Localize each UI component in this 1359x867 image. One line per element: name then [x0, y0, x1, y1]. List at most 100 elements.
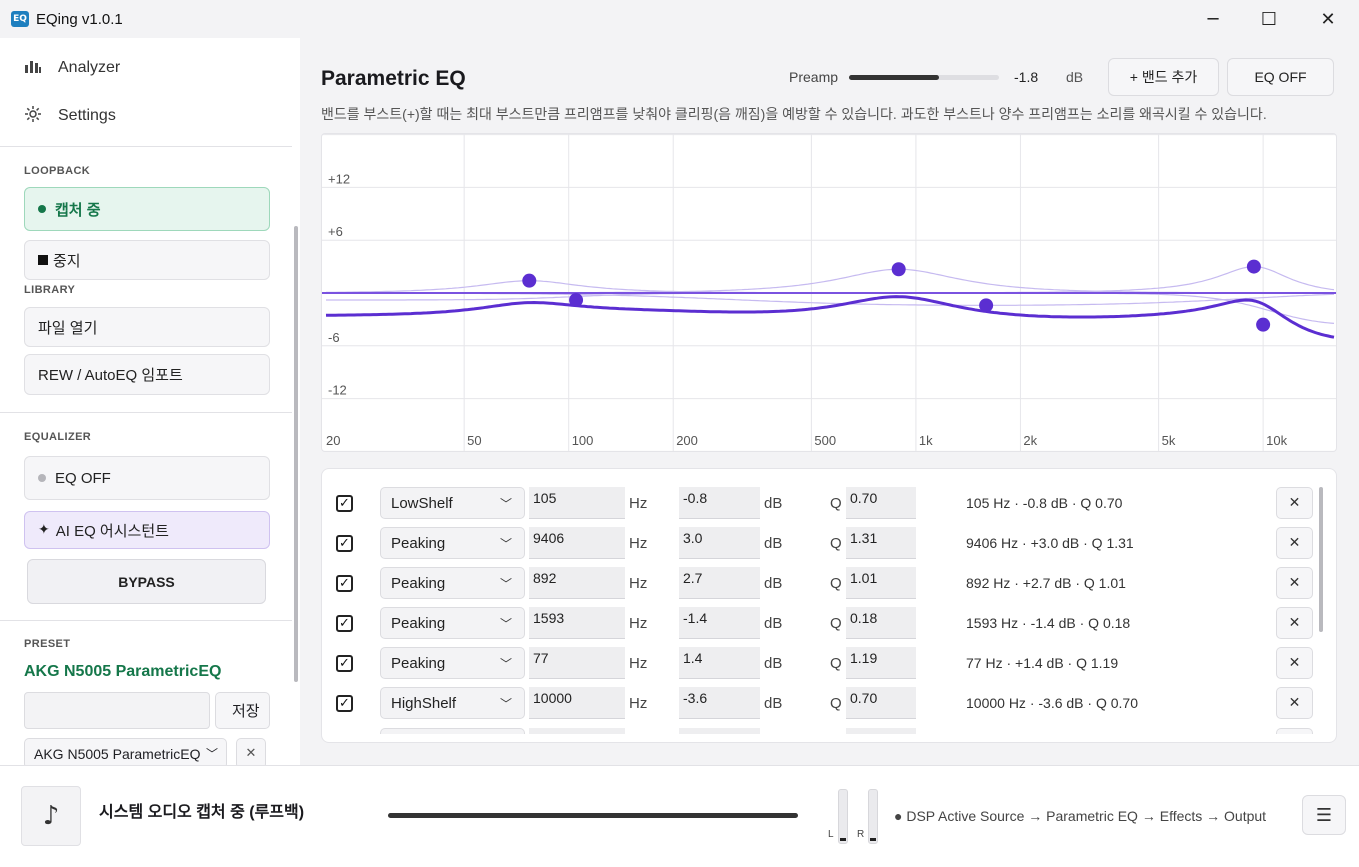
level-meter-fill [870, 838, 876, 841]
y-axis-label: +12 [328, 171, 350, 186]
band-enabled-checkbox[interactable]: ✓ [336, 575, 353, 592]
close-window-button[interactable]: ✕ [1320, 8, 1336, 30]
band-frequency-input[interactable]: 105 [529, 487, 625, 519]
x-axis-label: 50 [467, 433, 481, 448]
band-type-value: Peaking [391, 574, 446, 592]
band-gain-input[interactable]: -0.8 [679, 487, 760, 519]
library-heading: LIBRARY [24, 284, 76, 296]
band-gain-input[interactable]: 1.4 [679, 647, 760, 679]
level-meter-left [838, 789, 848, 844]
eq-off-label: EQ OFF [55, 469, 111, 487]
band-handle[interactable] [1256, 317, 1271, 332]
band-gain-input[interactable]: -1.4 [679, 607, 760, 639]
band-q-input[interactable]: 0.70 [846, 687, 916, 719]
delete-band-button[interactable]: ✕ [1276, 487, 1313, 519]
status-dot-icon [38, 205, 46, 213]
preset-save-button[interactable]: 저장 [215, 692, 270, 729]
band-type-select[interactable]: Peaking ﹀ [380, 527, 525, 559]
capturing-button[interactable]: 캡처 중 [24, 187, 270, 231]
stop-button[interactable]: 중지 [24, 240, 270, 280]
band-q-input[interactable]: 0.70 [846, 487, 916, 519]
q-label: Q [830, 495, 842, 512]
nav-analyzer[interactable]: Analyzer [24, 58, 120, 78]
band-enabled-checkbox[interactable]: ✓ [336, 655, 353, 672]
band-frequency-input[interactable]: 892 [529, 567, 625, 599]
frequency-unit: Hz [629, 655, 648, 672]
band-frequency-input[interactable]: 77 [529, 647, 625, 679]
maximize-button[interactable]: ☐ [1260, 8, 1278, 30]
band-enabled-checkbox[interactable]: ✓ [336, 695, 353, 712]
band-type-select[interactable]: Peaking ﹀ [380, 567, 525, 599]
now-playing-text: 시스템 오디오 캡처 중 (루프백) [99, 804, 305, 821]
frequency-unit: Hz [629, 695, 648, 712]
check-icon: ✓ [339, 536, 350, 551]
band-handle[interactable] [891, 262, 906, 277]
preamp-unit: dB [1066, 69, 1084, 85]
preset-name-input[interactable] [24, 692, 210, 729]
bands-scrollbar[interactable] [1319, 487, 1323, 632]
ai-eq-assistant-button[interactable]: ✦ AI EQ 어시스턴트 [24, 511, 270, 549]
delete-band-button[interactable]: ✕ [1276, 607, 1313, 639]
band-handle[interactable] [522, 273, 537, 288]
nav-settings-label: Settings [58, 107, 116, 124]
band-handle[interactable] [1246, 259, 1261, 274]
band-gain-input[interactable]: 3.0 [679, 527, 760, 559]
stop-label: 중지 [53, 252, 81, 270]
band-q-input[interactable]: 1.01 [846, 567, 916, 599]
chevron-down-icon: ﹀ [202, 745, 218, 762]
preset-delete-button[interactable]: ✕ [236, 738, 266, 769]
delete-band-button[interactable]: ✕ [1276, 647, 1313, 679]
band-row: ✓ LowShelf ﹀ 105 Hz -0.8 dB Q 0.70 105 Hz · -0.8 … [322, 487, 1322, 527]
band-type-select[interactable]: Peaking ﹀ [380, 607, 525, 639]
band-type-select[interactable]: HighShelf ﹀ [380, 687, 525, 719]
preset-select[interactable]: AKG N5005 ParametricEQ ﹀ [24, 738, 227, 769]
chevron-down-icon: ﹀ [499, 537, 512, 551]
divider [0, 146, 292, 147]
eq-off-button[interactable]: EQ OFF [1227, 58, 1334, 96]
nav-settings[interactable]: Settings [24, 105, 116, 127]
eq-graph[interactable]: +12 +6 -6 -12 20 50 100 200 500 1k 2k 5k 10k [321, 133, 1337, 452]
x-axis-label: 10k [1266, 433, 1287, 448]
band-frequency-input[interactable]: 1593 [529, 607, 625, 639]
band-row: ✓ Peaking ﹀ 892 Hz 2.7 dB Q 1.01 892 Hz · +2.7 dB… [322, 567, 1322, 607]
band-q-input[interactable]: 1.31 [846, 527, 916, 559]
band-q-input[interactable]: 0.18 [846, 607, 916, 639]
bypass-button[interactable]: BYPASS [27, 559, 266, 604]
main-panel: Parametric EQ Preamp -1.8 dB + 밴드 추가 EQ … [300, 38, 1359, 765]
band-enabled-checkbox[interactable]: ✓ [336, 615, 353, 632]
sidebar-scrollbar[interactable] [294, 226, 298, 682]
band-type-select[interactable]: LowShelf ﹀ [380, 487, 525, 519]
add-band-button[interactable]: + 밴드 추가 [1108, 58, 1219, 96]
gain-unit: dB [764, 615, 783, 632]
menu-button[interactable]: ☰ [1302, 795, 1346, 835]
band-type-select[interactable]: Peaking ﹀ [380, 647, 525, 679]
band-frequency-input[interactable]: 10000 [529, 687, 625, 719]
band-enabled-checkbox[interactable]: ✓ [336, 495, 353, 512]
band-handle[interactable] [569, 293, 584, 308]
delete-band-button[interactable]: ✕ [1276, 687, 1313, 719]
delete-band-button[interactable]: ✕ [1276, 567, 1313, 599]
open-file-button[interactable]: 파일 열기 [24, 307, 270, 347]
band-gain-input[interactable]: -3.6 [679, 687, 760, 719]
band-frequency-input[interactable]: 9406 [529, 527, 625, 559]
band-handle[interactable] [979, 298, 994, 313]
player-footer: ♪ 시스템 오디오 캡처 중 (루프백) L R ● DSP Active So… [0, 765, 1359, 867]
x-axis-label: 500 [814, 433, 836, 448]
import-rew-autoeq-button[interactable]: REW / AutoEQ 임포트 [24, 354, 270, 395]
eq-off-toggle[interactable]: EQ OFF [24, 456, 270, 500]
band-q-input[interactable]: 1.19 [846, 647, 916, 679]
band-gain-input[interactable]: 2.7 [679, 567, 760, 599]
preamp-slider[interactable] [849, 75, 999, 80]
chevron-down-icon: ﹀ [499, 657, 512, 671]
next-row-hint [679, 728, 760, 734]
delete-band-button[interactable]: ✕ [1276, 527, 1313, 559]
minimize-button[interactable]: ─ [1207, 8, 1219, 30]
app-logo-icon: EQ [11, 11, 29, 27]
band-type-value: Peaking [391, 614, 446, 632]
eq-curve-svg[interactable]: +12 +6 -6 -12 20 50 100 200 500 1k 2k 5k 10k [322, 134, 1337, 452]
playback-progress-bar[interactable] [388, 813, 798, 818]
band-enabled-checkbox[interactable]: ✓ [336, 535, 353, 552]
gear-icon [24, 105, 44, 127]
preamp-value: -1.8 [1014, 69, 1039, 85]
x-axis-label: 5k [1162, 433, 1176, 448]
